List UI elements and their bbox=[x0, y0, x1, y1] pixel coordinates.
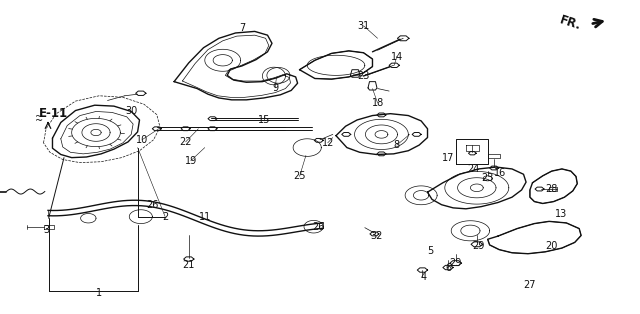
Text: 26: 26 bbox=[312, 222, 325, 232]
Text: 11: 11 bbox=[198, 212, 211, 222]
Text: 23: 23 bbox=[481, 173, 494, 183]
Text: 29: 29 bbox=[449, 258, 462, 268]
Text: 21: 21 bbox=[182, 260, 195, 270]
Text: 1: 1 bbox=[96, 288, 102, 298]
Text: 18: 18 bbox=[371, 98, 384, 108]
Text: 24: 24 bbox=[467, 164, 480, 174]
Text: 7: 7 bbox=[239, 23, 245, 33]
Text: 23: 23 bbox=[357, 71, 370, 81]
Text: 32: 32 bbox=[370, 231, 383, 241]
Text: 30: 30 bbox=[125, 106, 138, 116]
Text: 3: 3 bbox=[43, 225, 49, 235]
Text: 28: 28 bbox=[545, 184, 558, 194]
Text: 25: 25 bbox=[293, 171, 306, 181]
Text: 26: 26 bbox=[146, 200, 159, 210]
Text: ~: ~ bbox=[35, 116, 44, 126]
Text: 19: 19 bbox=[184, 156, 197, 166]
Text: 17: 17 bbox=[442, 153, 454, 163]
Text: 10: 10 bbox=[136, 135, 148, 145]
Text: E-11: E-11 bbox=[38, 107, 68, 120]
Text: 13: 13 bbox=[554, 208, 567, 219]
Text: 9: 9 bbox=[272, 83, 278, 93]
Text: 27: 27 bbox=[524, 280, 536, 290]
Text: 12: 12 bbox=[321, 138, 334, 148]
Text: 16: 16 bbox=[494, 168, 507, 178]
Text: 14: 14 bbox=[390, 51, 403, 62]
Text: ~: ~ bbox=[35, 112, 44, 122]
Text: 4: 4 bbox=[420, 272, 427, 282]
Text: 8: 8 bbox=[394, 140, 400, 150]
Text: 22: 22 bbox=[179, 137, 192, 147]
Text: FR.: FR. bbox=[557, 13, 582, 32]
Text: 31: 31 bbox=[357, 21, 370, 31]
Text: 5: 5 bbox=[427, 246, 433, 256]
Text: 6: 6 bbox=[445, 263, 451, 273]
Text: 15: 15 bbox=[257, 115, 270, 125]
Text: 20: 20 bbox=[545, 241, 558, 251]
Text: 29: 29 bbox=[472, 241, 485, 251]
Text: 2: 2 bbox=[162, 212, 168, 222]
